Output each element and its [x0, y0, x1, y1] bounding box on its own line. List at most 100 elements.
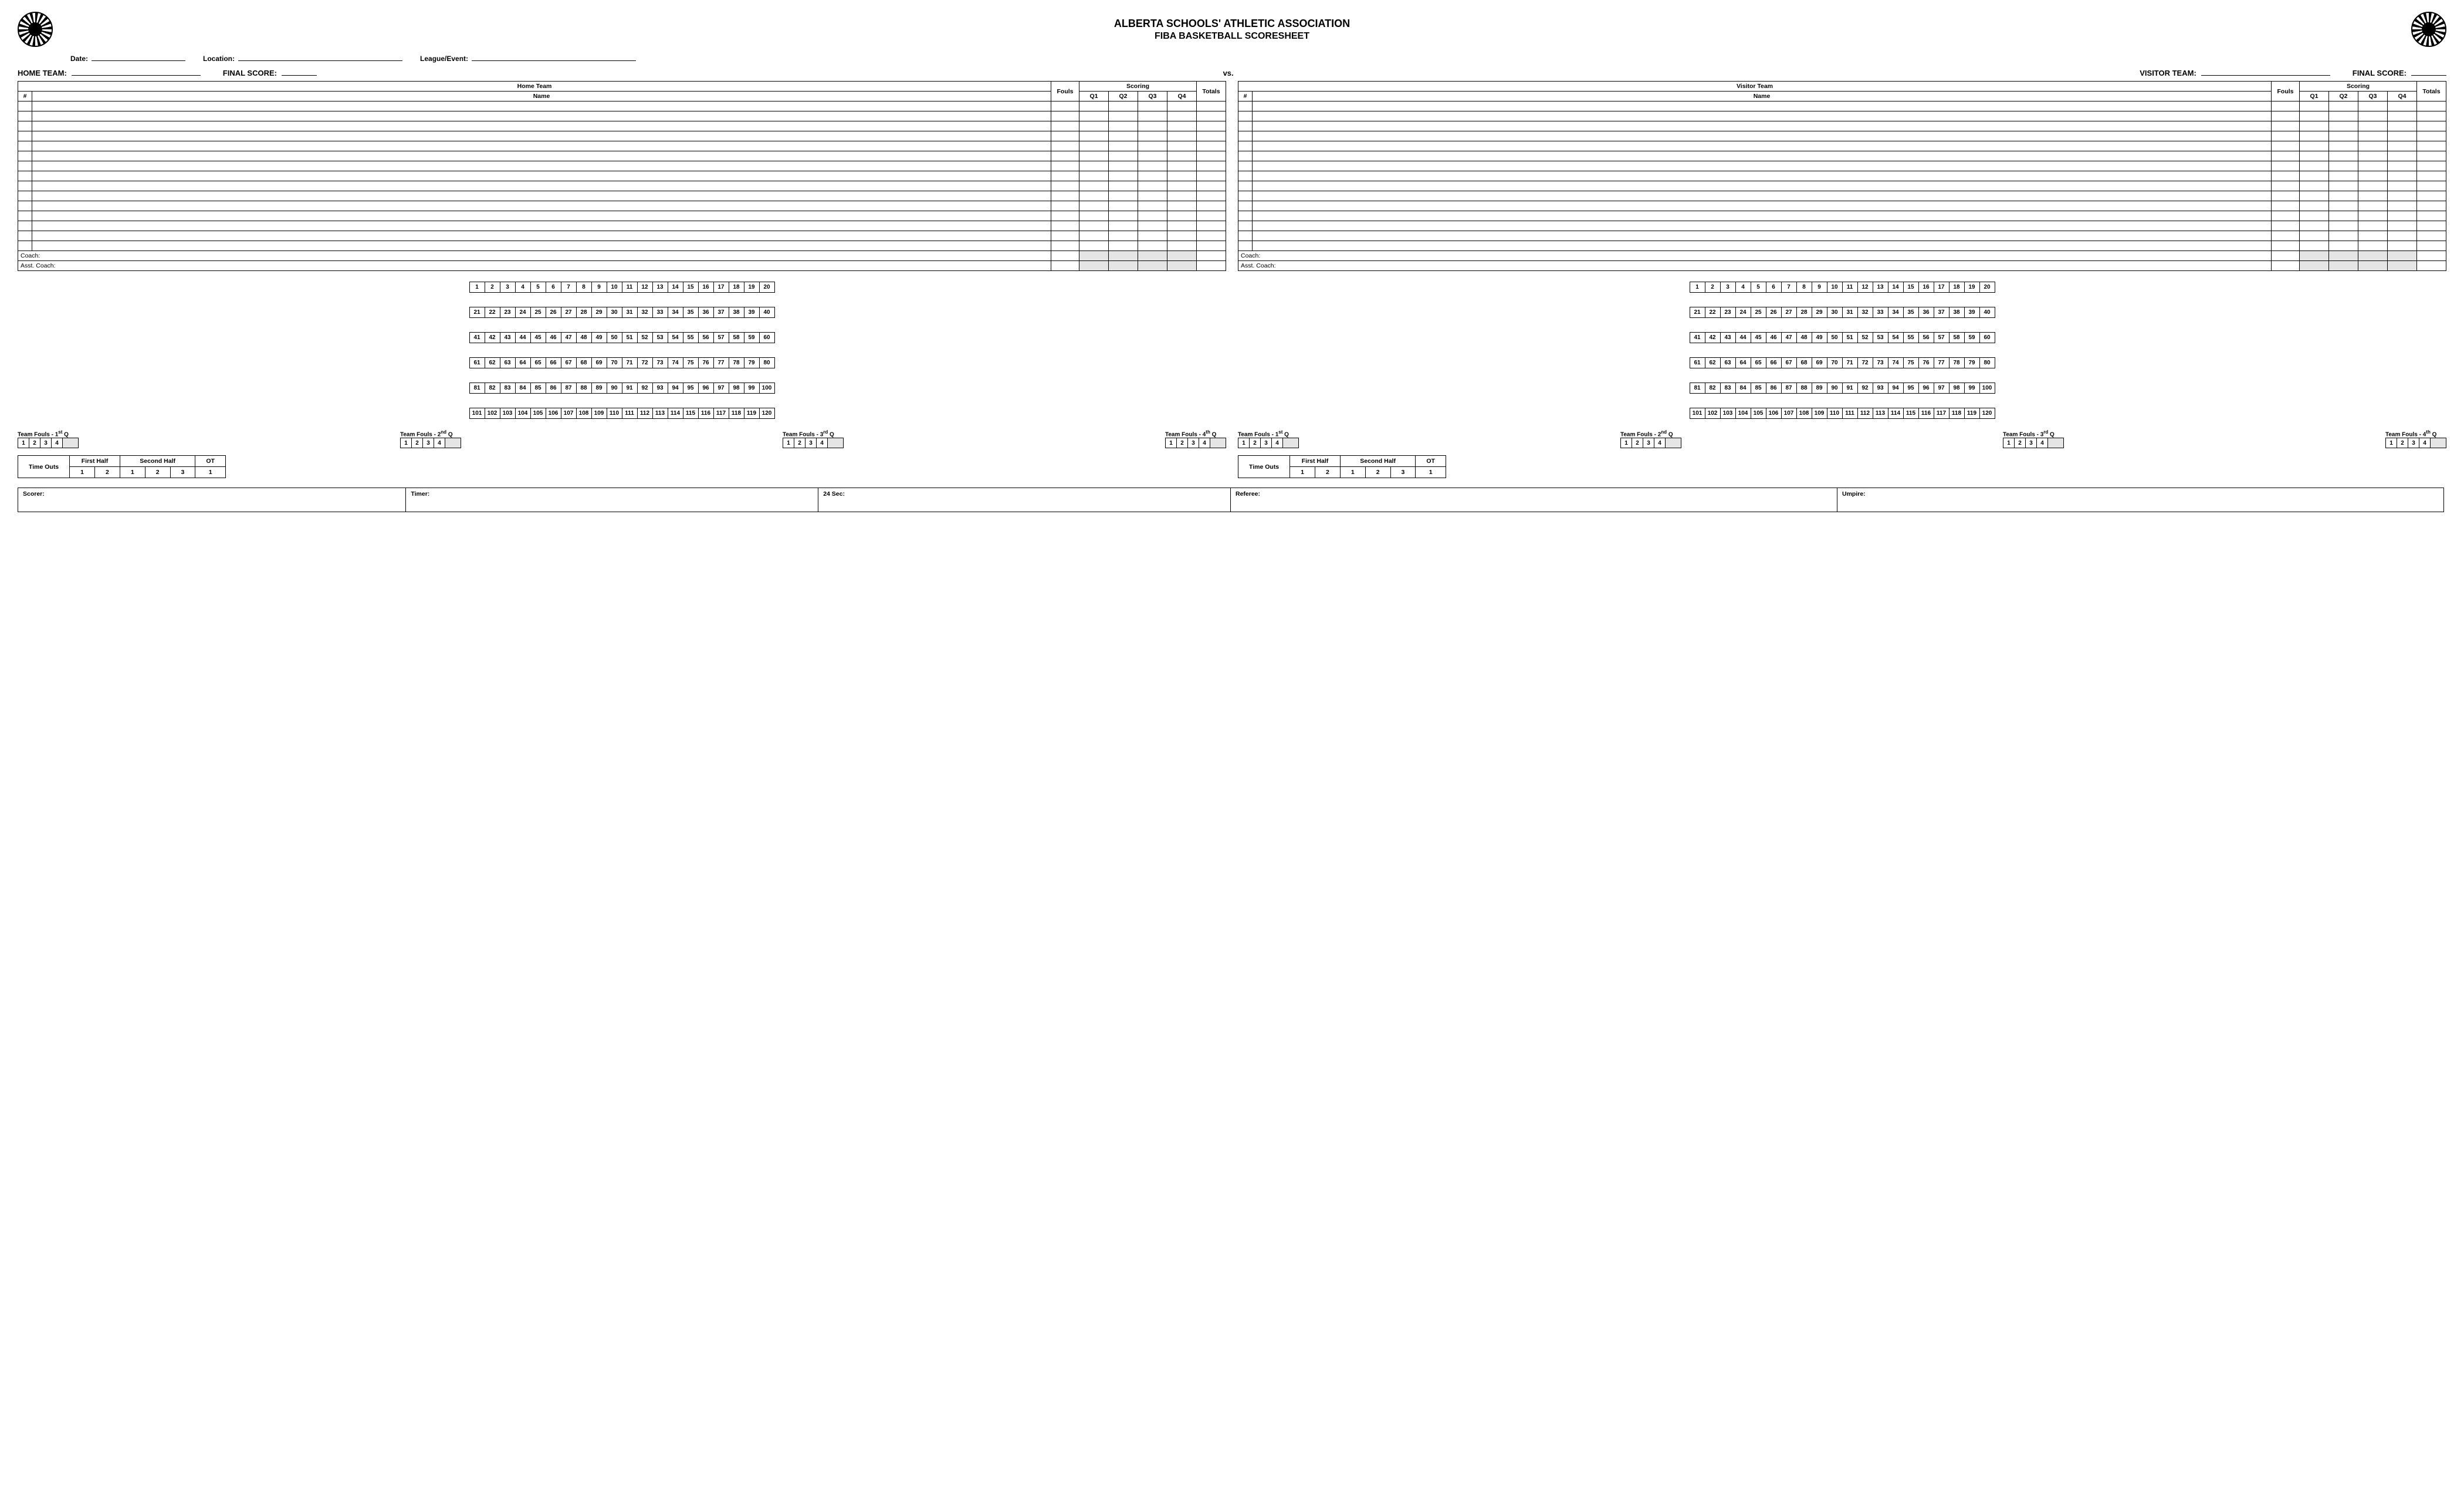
timeout-box[interactable]: 1: [195, 467, 226, 478]
running-score-cell[interactable]: 7: [1781, 282, 1796, 293]
running-score-cell[interactable]: 79: [744, 358, 759, 368]
running-score-cell[interactable]: 47: [561, 333, 576, 343]
running-score-cell[interactable]: 69: [1812, 358, 1827, 368]
running-score-cell[interactable]: 102: [1705, 408, 1720, 419]
timeout-box[interactable]: 1: [70, 467, 95, 478]
team-foul-box[interactable]: 3: [2025, 438, 2037, 448]
running-score-cell[interactable]: 92: [1857, 383, 1873, 394]
running-score-cell[interactable]: 5: [1751, 282, 1766, 293]
running-score-cell[interactable]: 31: [1842, 307, 1857, 318]
running-score-cell[interactable]: 114: [1888, 408, 1903, 419]
running-score-cell[interactable]: 113: [652, 408, 668, 419]
running-score-cell[interactable]: 9: [1812, 282, 1827, 293]
running-score-cell[interactable]: 104: [515, 408, 530, 419]
running-score-cell[interactable]: 100: [759, 383, 774, 394]
running-score-cell[interactable]: 95: [683, 383, 698, 394]
running-score-cell[interactable]: 106: [1766, 408, 1781, 419]
running-score-cell[interactable]: 70: [607, 358, 622, 368]
running-score-cell[interactable]: 37: [713, 307, 729, 318]
team-foul-box[interactable]: 3: [2408, 438, 2419, 448]
running-score-cell[interactable]: 51: [1842, 333, 1857, 343]
team-foul-box[interactable]: 1: [2003, 438, 2015, 448]
running-score-cell[interactable]: 4: [515, 282, 530, 293]
running-score-cell[interactable]: 8: [576, 282, 591, 293]
running-score-cell[interactable]: 35: [1903, 307, 1918, 318]
running-score-cell[interactable]: 87: [1781, 383, 1796, 394]
running-score-cell[interactable]: 67: [1781, 358, 1796, 368]
sec24-cell[interactable]: 24 Sec:: [818, 488, 1231, 512]
team-foul-box[interactable]: 3: [422, 438, 434, 448]
running-score-cell[interactable]: 3: [500, 282, 515, 293]
running-score-cell[interactable]: 45: [1751, 333, 1766, 343]
running-score-cell[interactable]: 19: [744, 282, 759, 293]
running-score-cell[interactable]: 36: [698, 307, 713, 318]
running-score-cell[interactable]: 40: [1979, 307, 1995, 318]
running-score-cell[interactable]: 64: [1735, 358, 1751, 368]
running-score-cell[interactable]: 107: [561, 408, 576, 419]
running-score-cell[interactable]: 41: [469, 333, 485, 343]
running-score-cell[interactable]: 58: [729, 333, 744, 343]
running-score-cell[interactable]: 7: [561, 282, 576, 293]
running-score-cell[interactable]: 88: [576, 383, 591, 394]
running-score-cell[interactable]: 93: [652, 383, 668, 394]
running-score-cell[interactable]: 1: [469, 282, 485, 293]
running-score-cell[interactable]: 29: [591, 307, 607, 318]
running-score-cell[interactable]: 82: [485, 383, 500, 394]
running-score-cell[interactable]: 79: [1964, 358, 1979, 368]
running-score-cell[interactable]: 20: [1979, 282, 1995, 293]
running-score-cell[interactable]: 68: [576, 358, 591, 368]
visitor-final-score-field[interactable]: [2411, 67, 2446, 76]
running-score-cell[interactable]: 97: [713, 383, 729, 394]
running-score-cell[interactable]: 83: [500, 383, 515, 394]
running-score-cell[interactable]: 82: [1705, 383, 1720, 394]
running-score-cell[interactable]: 60: [1979, 333, 1995, 343]
running-score-cell[interactable]: 74: [668, 358, 683, 368]
running-score-cell[interactable]: 49: [591, 333, 607, 343]
team-foul-box[interactable]: 2: [29, 438, 40, 448]
running-score-cell[interactable]: 24: [515, 307, 530, 318]
timer-cell[interactable]: Timer:: [405, 488, 818, 512]
running-score-cell[interactable]: 72: [637, 358, 652, 368]
team-foul-box[interactable]: 4: [51, 438, 63, 448]
running-score-cell[interactable]: 56: [1918, 333, 1934, 343]
running-score-cell[interactable]: 3: [1720, 282, 1735, 293]
running-score-cell[interactable]: 16: [698, 282, 713, 293]
running-score-cell[interactable]: 120: [1979, 408, 1995, 419]
running-score-cell[interactable]: 119: [1964, 408, 1979, 419]
running-score-cell[interactable]: 115: [1903, 408, 1918, 419]
team-foul-box[interactable]: 4: [434, 438, 445, 448]
running-score-cell[interactable]: 81: [1690, 383, 1705, 394]
visitor-team-field[interactable]: [2201, 67, 2330, 76]
running-score-cell[interactable]: 84: [515, 383, 530, 394]
running-score-cell[interactable]: 59: [744, 333, 759, 343]
running-score-cell[interactable]: 26: [1766, 307, 1781, 318]
team-foul-box[interactable]: 4: [816, 438, 828, 448]
running-score-cell[interactable]: 18: [729, 282, 744, 293]
team-foul-box[interactable]: 2: [794, 438, 805, 448]
team-foul-box[interactable]: 1: [1165, 438, 1177, 448]
running-score-cell[interactable]: 38: [729, 307, 744, 318]
running-score-cell[interactable]: 101: [1690, 408, 1705, 419]
team-foul-box[interactable]: 3: [805, 438, 817, 448]
running-score-cell[interactable]: 97: [1934, 383, 1949, 394]
running-score-cell[interactable]: 83: [1720, 383, 1735, 394]
running-score-cell[interactable]: 71: [1842, 358, 1857, 368]
running-score-cell[interactable]: 47: [1781, 333, 1796, 343]
running-score-cell[interactable]: 90: [1827, 383, 1842, 394]
running-score-cell[interactable]: 114: [668, 408, 683, 419]
running-score-cell[interactable]: 71: [622, 358, 637, 368]
running-score-cell[interactable]: 29: [1812, 307, 1827, 318]
team-foul-box[interactable]: 1: [783, 438, 794, 448]
running-score-cell[interactable]: 66: [546, 358, 561, 368]
timeout-box[interactable]: 2: [95, 467, 120, 478]
running-score-cell[interactable]: 90: [607, 383, 622, 394]
running-score-cell[interactable]: 66: [1766, 358, 1781, 368]
running-score-cell[interactable]: 115: [683, 408, 698, 419]
team-foul-extra[interactable]: [445, 438, 461, 448]
running-score-cell[interactable]: 109: [591, 408, 607, 419]
running-score-cell[interactable]: 11: [622, 282, 637, 293]
running-score-cell[interactable]: 38: [1949, 307, 1964, 318]
running-score-cell[interactable]: 75: [1903, 358, 1918, 368]
timeout-box[interactable]: 3: [170, 467, 195, 478]
team-foul-extra[interactable]: [1210, 438, 1226, 448]
